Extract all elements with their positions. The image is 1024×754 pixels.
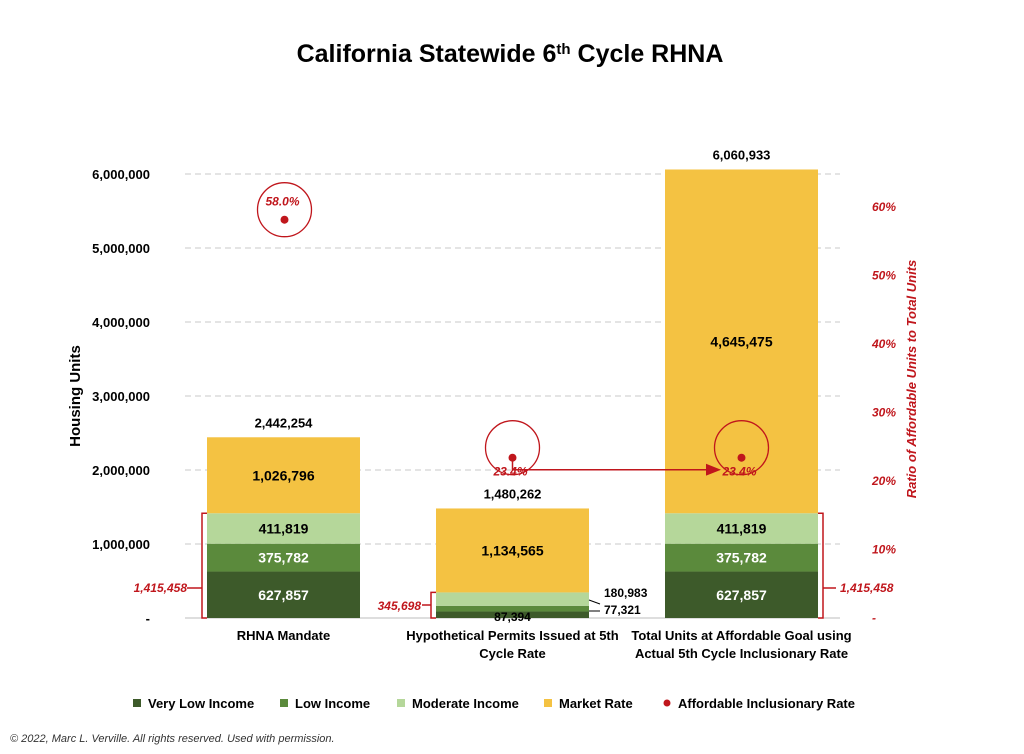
category-label: Cycle Rate bbox=[479, 646, 545, 661]
legend-swatch bbox=[133, 699, 141, 707]
legend-label: Affordable Inclusionary Rate bbox=[678, 696, 855, 711]
legend-label: Market Rate bbox=[559, 696, 633, 711]
data-label: 627,857 bbox=[716, 587, 767, 603]
category-label: Hypothetical Permits Issued at 5th bbox=[406, 628, 618, 643]
legend-swatch bbox=[663, 699, 671, 707]
data-label: 411,819 bbox=[259, 520, 309, 536]
rate-highlight-circle bbox=[256, 182, 313, 238]
rate-point bbox=[280, 215, 289, 224]
legend-label: Very Low Income bbox=[148, 696, 254, 711]
affordable-total-label: 345,698 bbox=[378, 599, 422, 613]
affordable-bracket bbox=[430, 591, 436, 619]
rate-highlight-circle bbox=[484, 420, 541, 476]
affordable-total-label: 1,415,458 bbox=[134, 581, 188, 595]
y2-tick-label: 10% bbox=[872, 543, 896, 557]
data-label: 375,782 bbox=[258, 550, 309, 566]
title-rest: Cycle RHNA bbox=[571, 40, 724, 68]
leader-line bbox=[588, 599, 601, 605]
y-axis-title: Housing Units bbox=[67, 345, 84, 447]
y-tick-label: 2,000,000 bbox=[92, 463, 150, 478]
y-tick-label: - bbox=[146, 611, 150, 626]
bar-segment-very-low-income bbox=[436, 611, 589, 618]
bar-segment-market-rate bbox=[436, 508, 589, 593]
y-tick-label: 3,000,000 bbox=[92, 389, 150, 404]
data-label: 1,134,565 bbox=[481, 542, 543, 558]
y-tick-label: 4,000,000 bbox=[92, 315, 150, 330]
legend-swatch bbox=[544, 699, 552, 707]
y-tick-label: 5,000,000 bbox=[92, 241, 150, 256]
category-label: Actual 5th Cycle Inclusionary Rate bbox=[635, 646, 848, 661]
title-main: California Statewide 6 bbox=[297, 40, 557, 68]
rate-point bbox=[737, 453, 746, 462]
data-label: 375,782 bbox=[716, 550, 767, 566]
data-label: 411,819 bbox=[717, 520, 767, 536]
chart-title: California Statewide 6th Cycle RHNA bbox=[297, 40, 724, 68]
rate-arrow bbox=[511, 457, 721, 476]
bar-segment-very-low-income bbox=[207, 571, 360, 618]
y2-tick-label: 40% bbox=[871, 337, 896, 351]
y2-tick-label: 30% bbox=[872, 406, 896, 420]
rate-label: 23.4% bbox=[721, 465, 756, 479]
rate-highlight-circle bbox=[713, 420, 770, 476]
total-label: 6,060,933 bbox=[713, 147, 771, 162]
data-label: 627,857 bbox=[258, 587, 309, 603]
y2-tick-label: 60% bbox=[872, 200, 896, 214]
bar-segment-very-low-income bbox=[665, 571, 818, 618]
y2-tick-label: 20% bbox=[871, 474, 896, 488]
annotations: 1,415,458 345,698 1,415,458 58.0% 23.4% 23.4% bbox=[134, 182, 894, 619]
bar-segment-low-income bbox=[436, 605, 589, 612]
copyright-footer: © 2022, Marc L. Verville. All rights res… bbox=[10, 733, 335, 745]
legend-label: Low Income bbox=[295, 696, 370, 711]
legend-swatch bbox=[280, 699, 288, 707]
bar-segment-low-income bbox=[665, 543, 818, 572]
data-label: 180,983 bbox=[604, 586, 648, 600]
category-label: Total Units at Affordable Goal using bbox=[631, 628, 851, 643]
y2-axis-title: Ratio of Affordable Units to Total Units bbox=[904, 260, 919, 499]
affordable-bracket bbox=[201, 512, 207, 619]
legend-swatch bbox=[397, 699, 405, 707]
rate-label: 58.0% bbox=[265, 195, 299, 209]
y-tick-label: 1,000,000 bbox=[92, 537, 150, 552]
bar-segment-low-income bbox=[207, 543, 360, 572]
category-label: RHNA Mandate bbox=[237, 628, 330, 643]
bars: 627,857 375,782 411,819 1,026,796 2,442,254 8… bbox=[207, 147, 818, 624]
affordable-bracket bbox=[818, 512, 824, 619]
affordable-total-label: 1,415,458 bbox=[840, 581, 894, 595]
title-superscript: th bbox=[556, 41, 570, 58]
data-label: 1,026,796 bbox=[252, 467, 314, 483]
y2-tick-label: - bbox=[872, 611, 876, 625]
y2-tick-label: 50% bbox=[872, 269, 896, 283]
total-label: 2,442,254 bbox=[255, 415, 314, 430]
bar-segment-moderate-income bbox=[436, 592, 589, 606]
data-label: 87,394 bbox=[494, 610, 531, 624]
bar-segment-market-rate bbox=[207, 437, 360, 514]
bar-segment-moderate-income bbox=[665, 513, 818, 544]
data-label: 4,645,475 bbox=[710, 333, 772, 349]
legend-label: Moderate Income bbox=[412, 696, 519, 711]
axes: - 1,000,000 2,000,000 3,000,000 4,000,000 5,0… bbox=[67, 167, 919, 661]
data-label: 77,321 bbox=[604, 603, 641, 617]
rate-label: 23.4% bbox=[492, 465, 527, 479]
bar-segment-moderate-income bbox=[207, 513, 360, 544]
legend: Very Low Income Low Income Moderate Income… bbox=[133, 696, 855, 711]
y-tick-label: 6,000,000 bbox=[92, 167, 150, 182]
total-label: 1,480,262 bbox=[484, 486, 542, 501]
